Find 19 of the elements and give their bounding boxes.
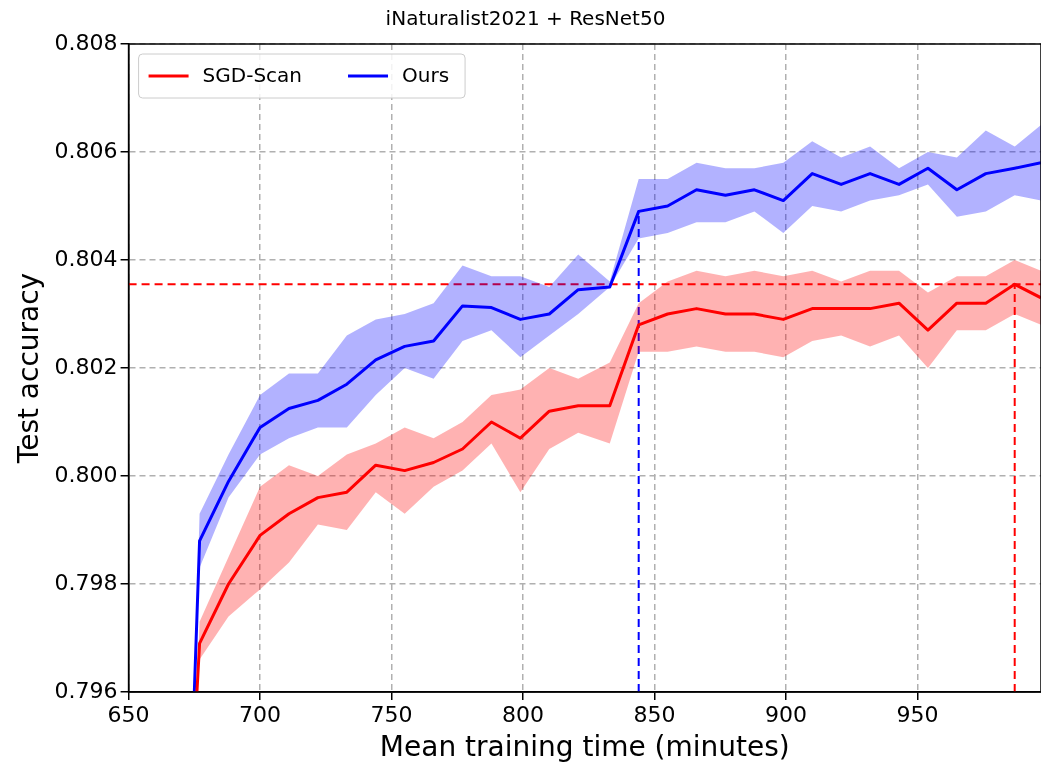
chart-title: iNaturalist2021 + ResNet50 bbox=[385, 6, 666, 31]
y-tick-label: 0.802 bbox=[54, 353, 118, 379]
legend-label: Ours bbox=[402, 63, 450, 88]
x-tick-label: 750 bbox=[370, 701, 413, 727]
y-tick-label: 0.806 bbox=[54, 137, 118, 163]
x-tick-label: 950 bbox=[896, 701, 939, 727]
y-tick-label: 0.796 bbox=[54, 677, 118, 703]
legend-label: SGD-Scan bbox=[202, 63, 303, 88]
x-tick-label: 850 bbox=[633, 701, 676, 727]
y-tick-label: 0.798 bbox=[54, 569, 118, 595]
y-tick-label: 0.808 bbox=[54, 29, 118, 55]
y-axis-title: Test accuracy bbox=[12, 272, 46, 465]
y-tick-label: 0.800 bbox=[54, 461, 118, 487]
x-tick-label: 900 bbox=[764, 701, 807, 727]
x-axis-title: Mean training time (minutes) bbox=[379, 730, 790, 764]
x-tick-label: 800 bbox=[502, 701, 544, 727]
x-tick-label: 650 bbox=[107, 701, 150, 727]
x-tick-label: 700 bbox=[239, 701, 282, 727]
y-tick-label: 0.804 bbox=[54, 245, 118, 271]
